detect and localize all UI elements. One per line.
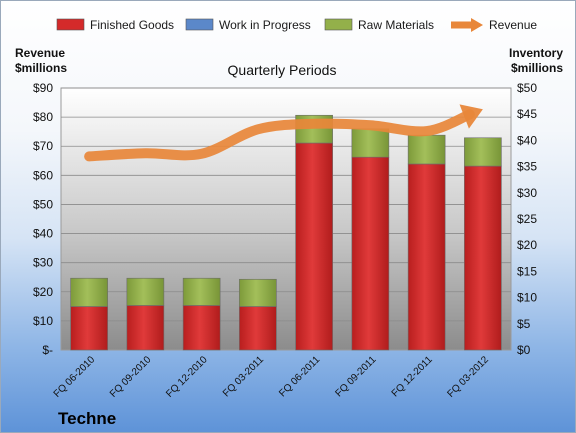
y-left-title: $millions [15,61,67,75]
y-right-tick-label: $15 [517,264,537,278]
y-left-tick-label: $90 [33,81,53,95]
y-left-tick-label: $80 [33,110,53,124]
legend-swatch-finished-goods [56,18,85,31]
y-left-tick-label: $- [42,343,53,357]
y-right-tick-label: $35 [517,160,537,174]
y-right-tick-label: $40 [517,133,537,147]
legend-label-raw-materials: Raw Materials [358,18,434,32]
y-left-tick-label: $10 [33,314,53,328]
company-name: Techne [58,409,116,428]
bar-raw-materials [407,134,446,165]
x-tick-label: FQ 12-2011 [390,354,435,399]
x-tick-label: FQ 06-2010 [52,354,98,400]
y-right-title: Inventory [509,46,563,60]
y-left-tick-label: $50 [33,197,53,211]
bar-raw-materials [239,278,277,307]
bar-finished-goods [407,163,446,351]
y-right-tick-label: $45 [517,107,537,121]
y-left-tick-label: $40 [33,227,53,241]
bar-raw-materials [70,277,108,307]
x-tick-label: FQ 12-2010 [164,354,210,400]
revenue-line [84,109,475,162]
bar-raw-materials [464,137,502,167]
legend-label-finished-goods: Finished Goods [90,18,174,32]
bar-finished-goods [182,305,221,351]
y-left-title: Revenue [15,46,65,60]
y-left-tick-label: $20 [33,285,53,299]
y-right-tick-label: $25 [517,212,537,226]
bar-finished-goods [351,156,390,351]
bar-finished-goods [239,306,277,351]
bar-finished-goods [126,305,165,351]
y-left-tick-label: $30 [33,256,53,270]
revenue-arrow-head [459,104,483,129]
y-right-tick-label: $50 [517,81,537,95]
legend-label-work-in-progress: Work in Progress [219,18,311,32]
x-tick-label: FQ 09-2010 [108,354,154,400]
y-right-tick-label: $30 [517,186,537,200]
bar-finished-goods [70,306,108,351]
legend-arrow-revenue [471,18,483,32]
y-right-tick-label: $0 [517,343,531,357]
bar-raw-materials [126,277,165,306]
x-tick-label: FQ 03-2012 [445,354,491,400]
bar-finished-goods [295,142,333,351]
bar-raw-materials [351,128,390,158]
y-right-tick-label: $5 [517,317,531,331]
y-left-tick-label: $60 [33,168,53,182]
bar-raw-materials [182,277,221,306]
legend-swatch-raw-materials [324,18,353,31]
legend-swatch-work-in-progress [185,18,214,31]
plot-subtitle: Quarterly Periods [228,62,337,78]
x-tick-label: FQ 06-2011 [277,354,322,399]
bar-finished-goods [464,165,502,351]
y-right-tick-label: $20 [517,238,537,252]
y-left-tick-label: $70 [33,139,53,153]
y-right-tick-label: $10 [517,291,537,305]
y-right-title: $millions [511,61,563,75]
x-tick-label: FQ 03-2011 [221,354,266,399]
x-tick-label: FQ 09-2011 [334,354,379,399]
legend-label-revenue: Revenue [489,18,537,32]
